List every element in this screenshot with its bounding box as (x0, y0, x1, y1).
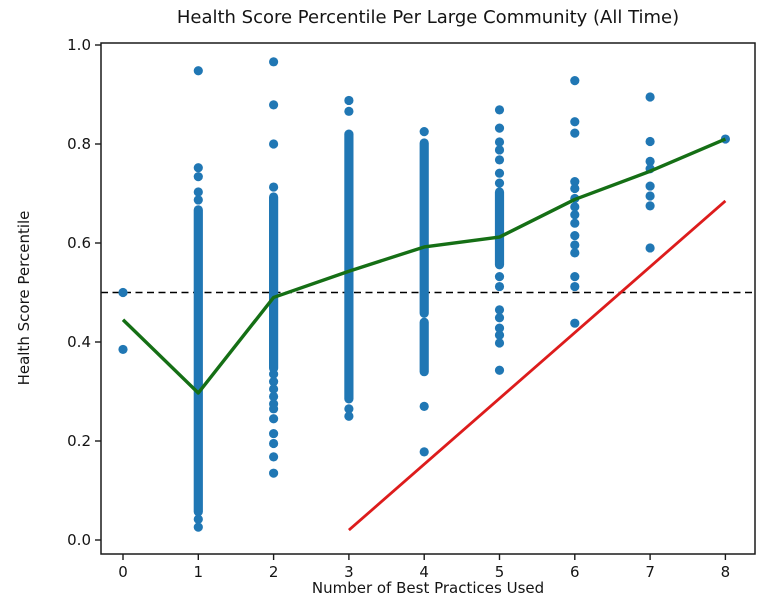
scatter-dot (570, 230, 580, 241)
scatter-dot (645, 136, 655, 147)
scatter-dot (570, 218, 580, 228)
scatter-dot (570, 117, 580, 127)
scatter-dot (193, 195, 203, 205)
scatter-dot (269, 377, 279, 387)
scatter-dot (494, 178, 505, 188)
scatter-dot (193, 522, 203, 532)
y-tick-label: 0.2 (67, 432, 91, 450)
scatter-dot (419, 447, 429, 457)
scatter-dot (494, 313, 505, 323)
scatter-dot (570, 210, 580, 220)
x-tick-label: 1 (194, 563, 204, 581)
scatter-dot (570, 177, 580, 187)
scatter-dot (269, 182, 279, 192)
x-tick-label: 8 (721, 563, 731, 581)
scatter-dot (269, 57, 279, 67)
plot-border (100, 42, 756, 555)
scatter-dot (494, 323, 505, 333)
scatter-dot (570, 76, 580, 86)
scatter-dot (269, 438, 279, 449)
x-tick-label: 7 (645, 563, 655, 581)
scatter-dot (193, 66, 203, 76)
y-tick-label: 0.6 (67, 234, 91, 252)
scatter-dot (570, 128, 580, 138)
scatter-dot (269, 384, 279, 394)
x-tick-label: 2 (269, 563, 279, 581)
scatter-dot (570, 281, 580, 292)
scatter-dot (269, 404, 279, 414)
scatter-dot (570, 318, 580, 328)
scatter-dot (645, 201, 655, 211)
scatter-dot (269, 468, 279, 478)
y-tick-label: 1.0 (67, 36, 91, 54)
scatter-dot (269, 391, 279, 402)
y-axis-label: Health Score Percentile (15, 210, 33, 386)
chart-title: Health Score Percentile Per Large Commun… (176, 7, 680, 28)
reference-line (347, 199, 727, 532)
scatter-dot (494, 123, 505, 133)
x-tick-label: 5 (495, 563, 505, 581)
scatter-dot (494, 155, 505, 165)
x-tick-label: 6 (570, 563, 580, 581)
y-tick-label: 0.0 (67, 531, 91, 549)
x-tick-label: 0 (118, 563, 128, 581)
scatter-dot (344, 95, 354, 106)
scatter-dot (494, 305, 505, 315)
scatter-dot (269, 414, 279, 424)
scatter-dot (193, 172, 203, 182)
scatter-dot (570, 272, 580, 282)
scatter-dot (494, 338, 505, 348)
scatter-dot (193, 163, 203, 173)
x-tick-label: 3 (344, 563, 354, 581)
scatter-dot (570, 248, 580, 258)
scatter-dot (494, 272, 505, 282)
scatter-dot (269, 369, 279, 379)
scatter-dot (269, 428, 279, 439)
y-tick-label: 0.8 (67, 135, 91, 153)
scatter-dot (645, 92, 655, 102)
y-tick-label: 0.4 (67, 333, 91, 351)
scatter-dot (193, 514, 203, 524)
scatter-dot (494, 330, 505, 340)
scatter-dot (419, 127, 429, 137)
scatter-dot (494, 137, 505, 147)
scatter-dot (494, 105, 505, 115)
scatter-dot (494, 145, 505, 155)
scatter-dot (118, 287, 128, 298)
scatter-dot (494, 281, 505, 292)
scatter-dot (645, 156, 655, 166)
scatter-dot (494, 168, 505, 178)
scatter-dot (344, 411, 354, 421)
scatter-dot (645, 243, 655, 253)
scatter-dot (344, 404, 354, 414)
scatter-dot (570, 202, 580, 212)
trend-line (121, 137, 727, 395)
scatter-dot (193, 187, 203, 197)
scatter-dot (419, 401, 429, 411)
scatter-dot (269, 139, 279, 149)
x-axis-label: Number of Best Practices Used (311, 579, 545, 597)
scatter-dot (645, 181, 655, 191)
scatter-dot (645, 191, 655, 201)
x-tick-label: 4 (419, 563, 429, 581)
scatter-dot (269, 452, 279, 462)
scatter-dot (269, 100, 279, 110)
scatter-dot (570, 183, 580, 194)
scatter-dot (570, 240, 580, 250)
scatter-dot (494, 365, 505, 375)
scatter-dot (118, 344, 128, 355)
scatter-dot (344, 106, 354, 116)
